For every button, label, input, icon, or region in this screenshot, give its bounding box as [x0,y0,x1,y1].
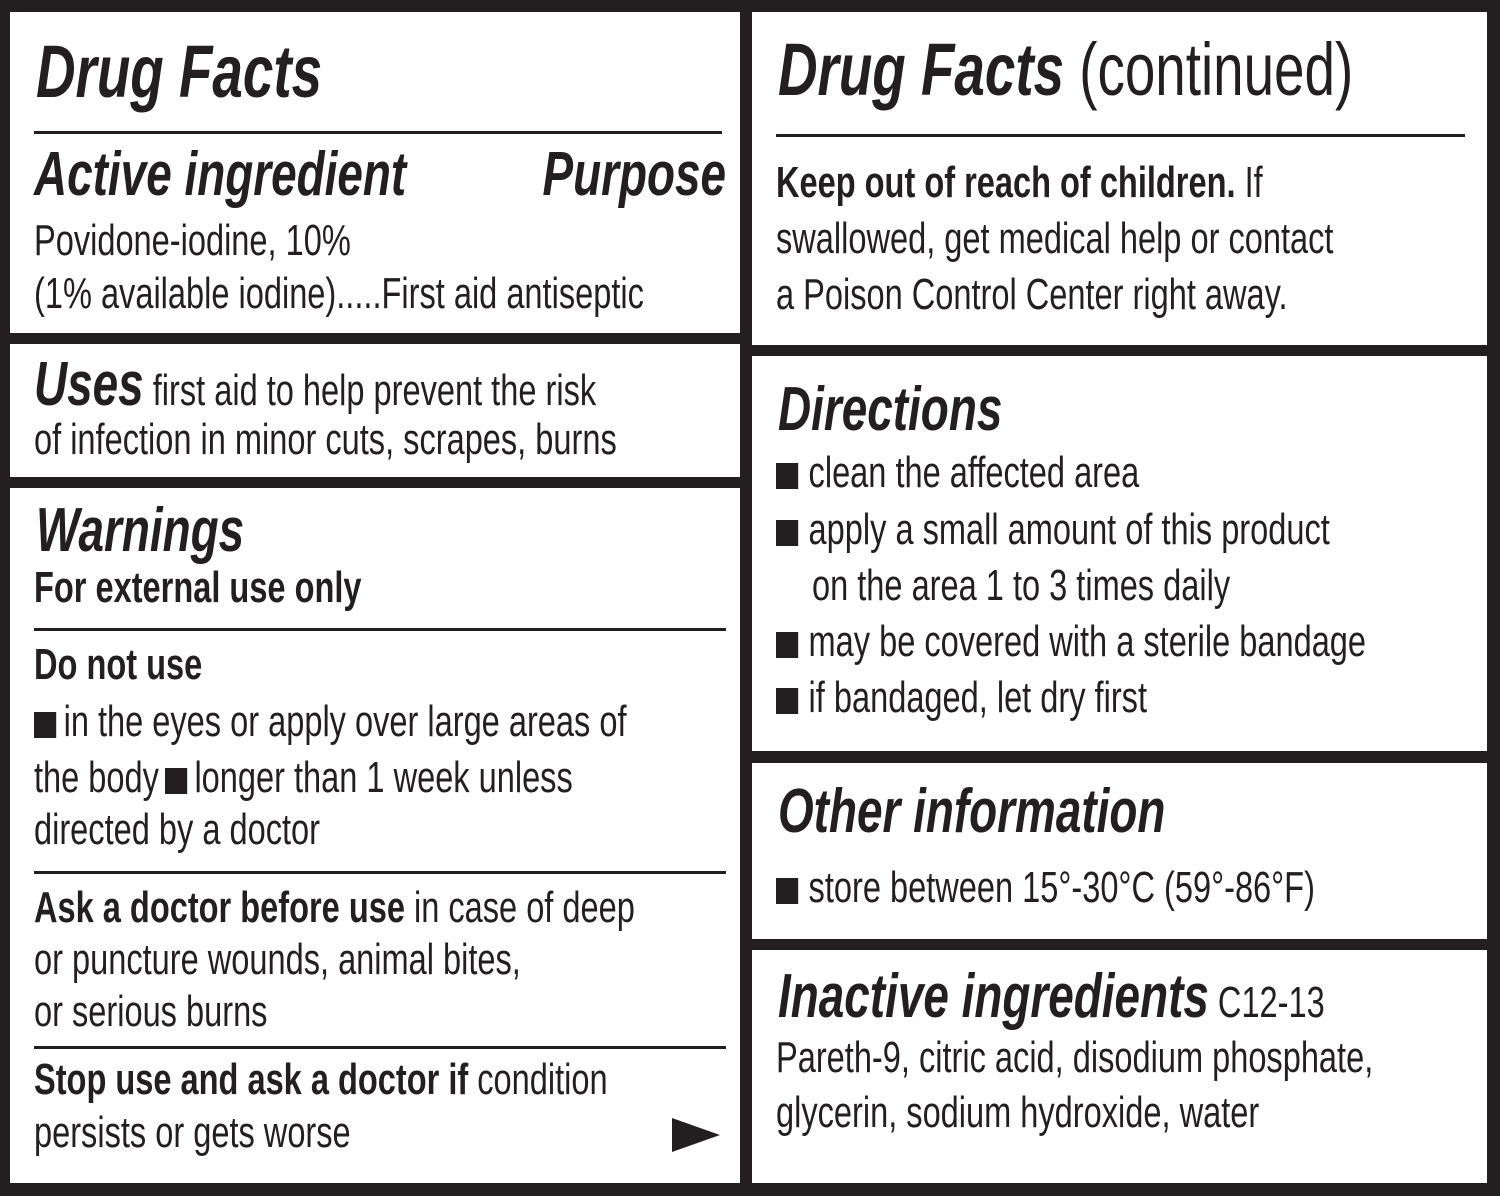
other-information-item: store between 15°-30°C (59°-86°F) [776,862,1315,914]
other-information-section: Other information store between 15°-30°C… [752,763,1487,939]
stop-use-line: Stop use and ask a doctor if condition [34,1054,608,1106]
divider [34,1046,726,1049]
purpose-heading: Purpose [542,140,726,209]
ask-doctor-text: in case of deep [404,883,635,932]
warnings-section: Warnings For external use only Do not us… [10,488,740,1183]
uses-line: Uses first aid to help prevent the risk [34,354,596,416]
do-not-use-line: in the eyes or apply over large areas of [34,696,626,748]
inactive-line: Pareth-9, citric acid, disodium phosphat… [776,1033,1374,1082]
drug-facts-title: Drug Facts [778,28,1065,111]
stop-use-text: condition [468,1055,608,1104]
stop-use-line: persists or gets worse [34,1108,351,1157]
direction-item: if bandaged, let dry first [776,672,1147,724]
ask-doctor-line: or puncture wounds, animal bites, [34,935,521,984]
stop-use-heading: Stop use and ask a doctor if [34,1055,469,1104]
inactive-line: glycerin, sodium hydroxide, water [776,1088,1260,1137]
ask-doctor-line: Ask a doctor before use in case of deep [34,882,635,934]
external-use-text: For external use only [34,563,362,612]
bullet-square-icon [776,463,799,489]
keep-out-line: Keep out of reach of children. If [776,157,1263,209]
warnings-heading: Warnings [36,496,245,565]
keep-out-text: If [1235,158,1263,207]
direction-text: if bandaged, let dry first [808,673,1148,722]
do-not-use-text: longer than 1 week unless [194,753,573,802]
uses-line: of infection in minor cuts, scrapes, bur… [34,415,617,464]
continue-arrow-icon [672,1118,720,1152]
divider [776,134,1465,137]
drug-facts-title: Drug Facts [36,30,323,113]
inactive-ingredients-section: Inactive ingredients C12-13 Pareth-9, ci… [752,950,1487,1183]
bullet-square-icon [164,768,188,794]
active-ingredient-line: (1% available iodine).....First aid anti… [34,269,644,318]
direction-item: apply a small amount of this product [776,504,1330,556]
bullet-square-icon [776,688,799,714]
keep-out-heading: Keep out of reach of children. [776,158,1236,207]
divider [34,628,726,631]
bullet-square-icon [34,712,57,738]
do-not-use-line: directed by a doctor [34,805,320,854]
direction-item: may be covered with a sterile bandage [776,616,1366,668]
uses-section: Uses first aid to help prevent the risk … [10,344,740,477]
direction-text: may be covered with a sterile bandage [808,617,1367,666]
directions-section: Directions clean the affected area apply… [752,356,1487,751]
inactive-ingredients-heading: Inactive ingredients [778,962,1209,1031]
uses-heading: Uses [34,350,144,419]
other-information-text: store between 15°-30°C (59°-86°F) [808,863,1315,912]
active-ingredient-section: Drug Facts Active ingredient Purpose Pov… [10,12,740,333]
divider [34,131,722,134]
inactive-text: C12-13 [1208,978,1325,1027]
direction-item: clean the affected area [776,447,1139,499]
keep-out-line: swallowed, get medical help or contact [776,214,1334,263]
uses-text: first aid to help prevent the risk [152,366,597,415]
ask-doctor-heading: Ask a doctor before use [34,883,405,932]
other-information-heading: Other information [778,777,1166,846]
direction-item: on the area 1 to 3 times daily [812,561,1231,610]
direction-text: clean the affected area [808,448,1140,497]
keep-out-line: a Poison Control Center right away. [776,270,1288,319]
do-not-use-text: the body [34,753,159,802]
bullet-square-icon [776,878,799,904]
active-ingredient-line: Povidone-iodine, 10% [34,216,351,265]
continued-title: Drug Facts (continued) [778,32,1353,108]
keep-out-section: Drug Facts (continued) Keep out of reach… [752,12,1487,345]
inactive-line: Inactive ingredients C12-13 [778,962,1325,1032]
ask-doctor-line: or serious burns [34,987,268,1036]
direction-text: apply a small amount of this product [808,505,1330,554]
directions-heading: Directions [778,375,1003,444]
active-ingredient-heading: Active ingredient [34,140,407,209]
bullet-square-icon [776,632,799,658]
do-not-use-heading: Do not use [34,640,203,689]
do-not-use-line: the body longer than 1 week unless [34,752,573,804]
bullet-square-icon [776,520,799,546]
do-not-use-text: in the eyes or apply over large areas of [63,697,627,746]
divider [34,871,726,874]
continued-label: (continued) [1064,28,1354,111]
